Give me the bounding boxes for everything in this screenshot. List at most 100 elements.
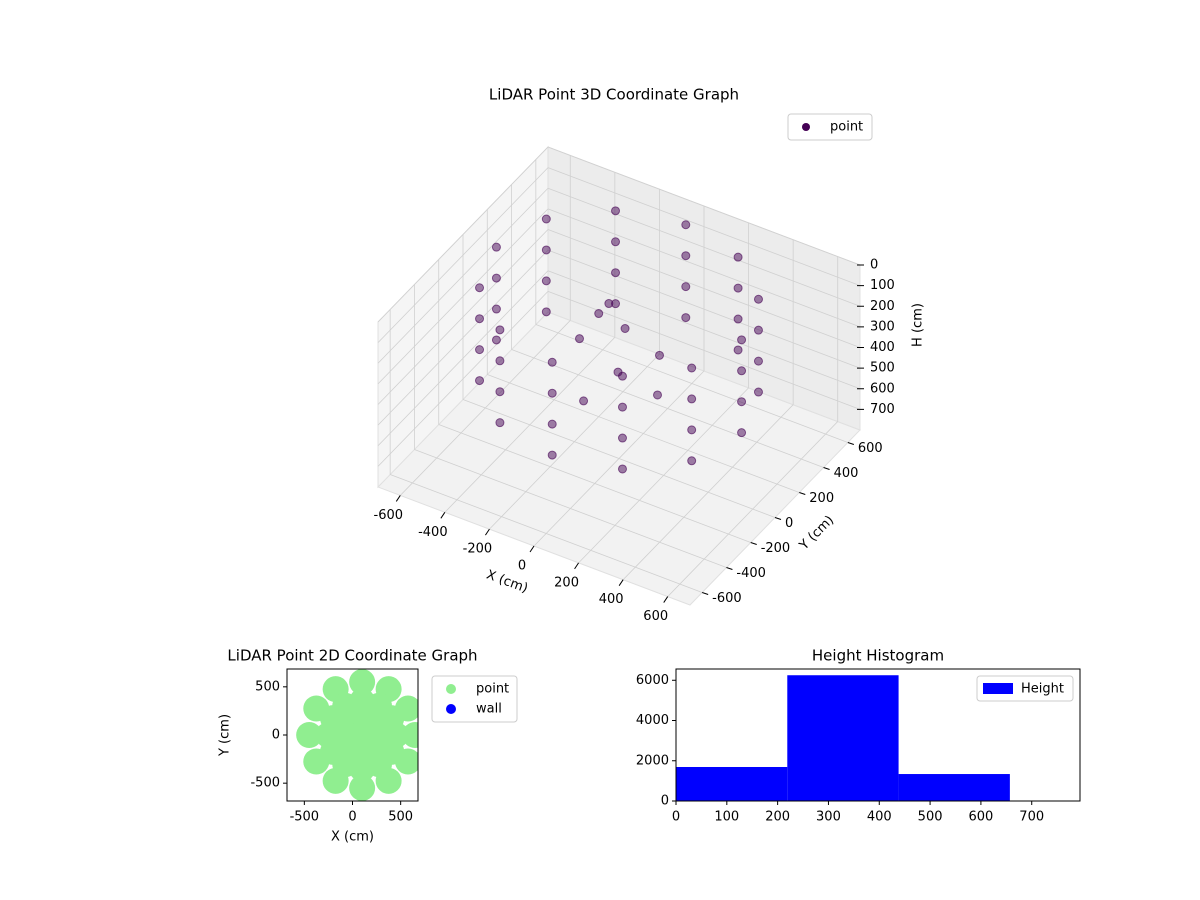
x-tick [440, 512, 446, 519]
grid-line [547, 187, 861, 307]
y-axis-label: Y (cm) [218, 714, 233, 757]
y-tick [726, 567, 733, 570]
point [495, 325, 505, 335]
point [737, 335, 747, 345]
x-tick-label: -600 [374, 508, 404, 523]
y-axis-label: Y (cm) [796, 513, 837, 554]
point [620, 324, 630, 333]
point [687, 394, 697, 404]
point [681, 282, 691, 292]
grid-line [390, 474, 703, 593]
y-tick-label: -200 [761, 541, 791, 556]
point [349, 774, 376, 801]
legend-marker [446, 684, 456, 694]
x-tick [485, 528, 490, 536]
legend-box [976, 675, 1074, 702]
point [653, 390, 662, 400]
z-axis-label: H (cm) [911, 303, 926, 347]
grid-line [377, 270, 549, 447]
legend-label: Height [1021, 682, 1064, 697]
grid-line [377, 208, 549, 385]
y-tick-label: 200 [809, 491, 834, 506]
point [491, 242, 501, 252]
point [495, 418, 505, 428]
point [491, 304, 501, 314]
bar [787, 675, 899, 801]
grid-line [377, 291, 549, 467]
point [475, 283, 485, 293]
grid-line [547, 167, 861, 286]
grid-line [511, 349, 824, 468]
point [753, 387, 763, 397]
point [687, 425, 697, 435]
point [541, 307, 551, 317]
x-tick-label: 300 [816, 810, 841, 825]
point [495, 356, 505, 366]
point [547, 388, 557, 398]
point [491, 273, 501, 283]
z-tick-label: 100 [870, 278, 895, 293]
point [547, 450, 557, 460]
y-tick-label: 0 [272, 728, 280, 743]
axes-frame [675, 668, 1081, 802]
grid-line [535, 324, 848, 443]
point [547, 419, 557, 429]
grid-line [377, 249, 549, 426]
y-tick [799, 492, 806, 495]
z-tick-label: 700 [870, 402, 895, 417]
point [541, 214, 551, 224]
y-tick [823, 467, 830, 470]
y-tick [701, 592, 709, 595]
x-tick-label: -400 [418, 525, 448, 540]
chart-title: LiDAR Point 3D Coordinate Graph [489, 86, 739, 104]
x-tick-label: 400 [867, 810, 892, 825]
z-tick-label: 300 [870, 319, 895, 334]
legend-label: point [476, 682, 509, 697]
point [617, 464, 627, 474]
x-axis-label: X (cm) [331, 830, 374, 845]
z-tick-label: 400 [870, 340, 895, 355]
point [541, 245, 551, 255]
y-tick-label: 2000 [636, 753, 669, 768]
x-tick-label: 500 [388, 810, 413, 825]
x-tick-label: 400 [599, 592, 624, 607]
point [547, 357, 557, 367]
grid-line [547, 229, 861, 348]
y-tick-label: 600 [858, 441, 883, 456]
y-tick [847, 442, 855, 445]
x-tick-label: 0 [348, 810, 356, 825]
x-tick-label: 500 [918, 810, 943, 825]
point [737, 366, 747, 376]
y-tick [774, 517, 782, 520]
point [733, 283, 743, 293]
point [349, 669, 376, 696]
grid-line [377, 146, 549, 323]
grid-line [547, 208, 861, 328]
grid-line [462, 399, 776, 518]
point [681, 220, 691, 230]
grid-line [547, 249, 861, 369]
point [687, 456, 697, 466]
grid-line [414, 449, 727, 568]
point [737, 397, 747, 407]
x-tick [618, 579, 624, 586]
x-tick-label: 100 [714, 810, 739, 825]
x-tick-label: -200 [463, 542, 493, 557]
point [296, 722, 323, 748]
z-tick-label: 500 [870, 361, 895, 376]
point [575, 334, 584, 344]
x-tick-label: -500 [290, 810, 320, 825]
point [613, 367, 623, 377]
point [737, 428, 747, 438]
grid-line [377, 229, 549, 405]
x-tick [574, 562, 579, 570]
grid-line [377, 167, 549, 343]
point [604, 299, 614, 309]
legend-label: wall [476, 702, 502, 717]
x-tick [395, 495, 401, 502]
point [681, 251, 691, 261]
point [579, 396, 589, 406]
y-tick-label: 6000 [636, 673, 669, 688]
x-tick-label: 600 [968, 810, 993, 825]
